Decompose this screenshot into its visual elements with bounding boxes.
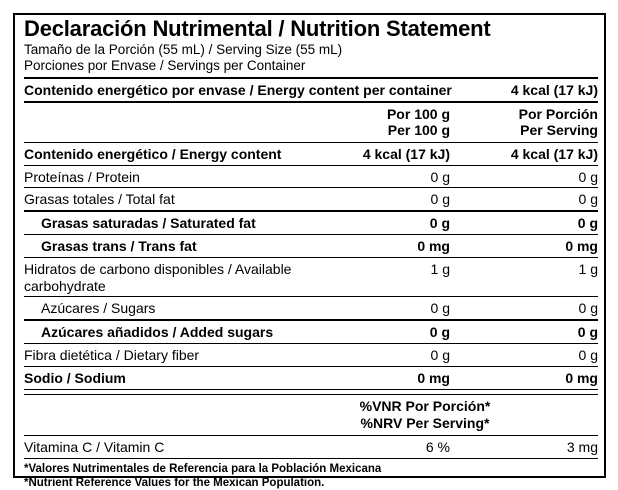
per-serving-column-header: Por Porción Per Serving <box>450 106 598 139</box>
nutrient-row: Grasas trans / Trans fat 0 mg 0 mg <box>24 234 598 257</box>
nutrient-label: Grasas totales / Total fat <box>24 191 175 208</box>
nutrient-row: Contenido energético / Energy content 4 k… <box>24 141 598 165</box>
footnote-es: *Valores Nutrimentales de Referencia par… <box>24 462 382 475</box>
nutrition-label: Declaración Nutrimental / Nutrition Stat… <box>13 13 606 489</box>
nutrient-row: Azúcares añadidos / Added sugars 0 g 0 g <box>24 319 598 343</box>
per-serving-value: 0 g <box>578 300 598 317</box>
nutrient-label: Azúcares añadidos / Added sugars <box>41 324 274 341</box>
vitamin-c-row: Vitamina C / Vitamin C 6 % 3 mg <box>24 434 598 458</box>
per-serving-value: 0 g <box>577 215 598 232</box>
nutrient-row: Proteínas / Protein 0 g 0 g <box>24 164 598 188</box>
vitamin-c-label: Vitamina C / Vitamin C <box>24 438 165 455</box>
per-100g-header-es: Por 100 g <box>386 105 450 122</box>
per-100g-value: 0 mg <box>417 369 450 386</box>
vitamin-c-per-serving: 3 mg <box>566 438 598 455</box>
per-100g-header-en: Per 100 g <box>387 122 450 139</box>
energy-per-container-label: Contenido energético por envase / Energy… <box>24 82 452 98</box>
serving-size-text: Tamaño de la Porción (55 mL) / Serving S… <box>24 41 343 57</box>
per-100g-value: 0 g <box>430 191 450 208</box>
per-serving-header-es: Por Porción <box>518 105 598 122</box>
per-serving-value: 4 kcal (17 kJ) <box>510 145 598 162</box>
nutrient-row: Grasas saturadas / Saturated fat 0 g 0 g <box>24 210 598 234</box>
per-100g-value: 0 g <box>429 324 450 341</box>
per-serving-value: 1 g <box>578 260 598 277</box>
per-serving-value: 0 g <box>578 347 598 363</box>
nutrient-label: Sodio / Sodium <box>24 369 126 386</box>
nutrient-row: Grasas totales / Total fat 0 g 0 g <box>24 187 598 210</box>
nutrient-row: Sodio / Sodium 0 mg 0 mg <box>24 365 598 389</box>
nutrient-label: Contenido energético / Energy content <box>24 145 282 162</box>
per-serving-value: 0 g <box>578 168 598 185</box>
nutrient-label: Grasas trans / Trans fat <box>41 238 197 255</box>
label-title: Declaración Nutrimental / Nutrition Stat… <box>24 16 491 41</box>
per-100g-value: 0 g <box>430 347 450 363</box>
per-serving-value: 0 g <box>577 324 598 341</box>
nutrient-label: Azúcares / Sugars <box>41 300 156 317</box>
per-100g-value: 0 g <box>429 215 450 232</box>
per-serving-value: 0 mg <box>565 369 598 386</box>
per-100g-value: 0 g <box>430 300 450 317</box>
nutrient-rows: Contenido energético / Energy content 4 k… <box>24 141 598 389</box>
column-header-row: Por 100 g Per 100 g Por Porción Per Serv… <box>24 100 598 142</box>
servings-per-container-text: Porciones por Envase / Servings per Cont… <box>24 57 306 73</box>
per-100g-value: 0 g <box>430 168 450 185</box>
nutrient-row: Fibra dietética / Dietary fiber 0 g 0 g <box>24 343 598 366</box>
nutrient-label: Hidratos de carbono disponibles / Availa… <box>24 260 292 294</box>
nutrient-row: Hidratos de carbono disponibles / Availa… <box>24 256 598 297</box>
energy-per-container-row: Contenido energético por envase / Energy… <box>24 79 598 101</box>
per-100g-column-header: Por 100 g Per 100 g <box>330 106 450 139</box>
vitamin-c-nrv-percent: 6 % <box>425 438 450 455</box>
double-rule <box>24 388 598 395</box>
per-100g-value: 1 g <box>430 260 450 277</box>
nutrient-label: Fibra dietética / Dietary fiber <box>24 347 200 363</box>
nutrient-label: Proteínas / Protein <box>24 168 140 185</box>
footnote-en: *Nutrient Reference Values for the Mexic… <box>24 476 325 489</box>
nutrient-row: Azúcares / Sugars 0 g 0 g <box>24 296 598 319</box>
column-header-spacer <box>24 106 330 139</box>
per-serving-value: 0 mg <box>565 238 598 255</box>
nrv-header: %VNR Por Porción* %NRV Per Serving* <box>252 395 598 435</box>
per-serving-header-en: Per Serving <box>520 122 598 139</box>
nrv-header-es: %VNR Por Porción* <box>359 397 491 414</box>
footnotes: *Valores Nutrimentales de Referencia par… <box>24 457 598 490</box>
per-serving-value: 0 g <box>578 191 598 208</box>
nrv-header-en: %NRV Per Serving* <box>360 414 490 431</box>
section-rule <box>24 77 598 79</box>
nutrient-label: Grasas saturadas / Saturated fat <box>41 215 256 232</box>
per-100g-value: 4 kcal (17 kJ) <box>362 145 450 162</box>
per-100g-value: 0 mg <box>417 238 450 255</box>
energy-per-container-value: 4 kcal (17 kJ) <box>510 82 598 98</box>
